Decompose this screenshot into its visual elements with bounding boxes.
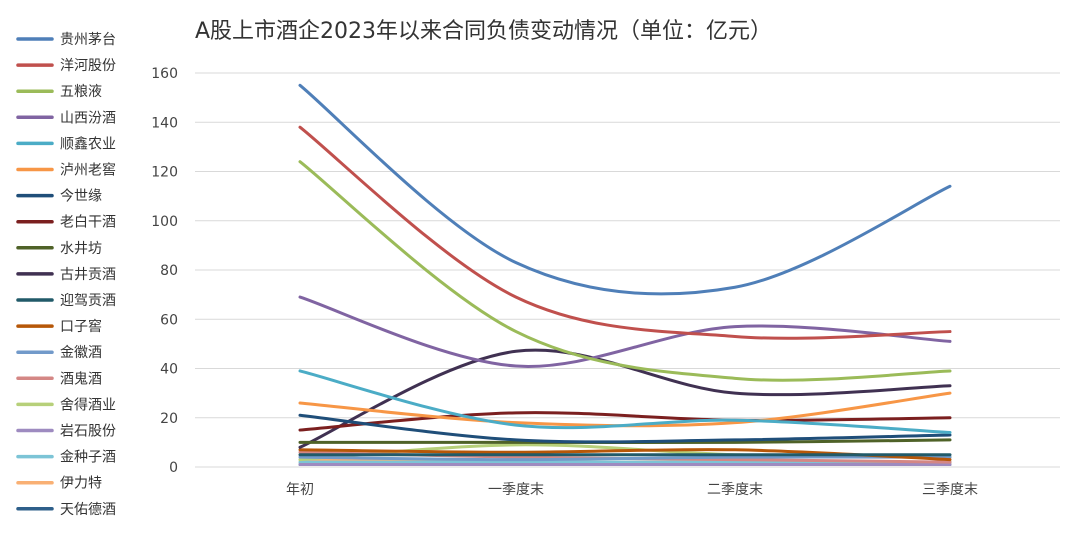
y-tick-label: 20 — [160, 411, 178, 427]
x-tick-label: 一季度末 — [488, 482, 544, 498]
legend-label: 洋河股份 — [60, 58, 116, 74]
legend-label: 舍得酒业 — [60, 396, 116, 413]
grid — [195, 72, 1060, 468]
series-line-12 — [298, 455, 952, 462]
legend-label: 岩石股份 — [60, 424, 116, 440]
series-line-1 — [298, 125, 952, 340]
legend-item: 舍得酒业 — [16, 396, 116, 413]
legend-item: 金徽酒 — [16, 345, 102, 361]
y-tick-label: 0 — [169, 460, 178, 476]
legend-item: 口子窖 — [16, 318, 102, 335]
series-line-6 — [298, 413, 952, 444]
series-line-2 — [298, 160, 952, 382]
legend-item: 金种子酒 — [16, 450, 116, 466]
legend-item: 山西汾酒 — [16, 110, 116, 126]
legend-label: 山西汾酒 — [60, 110, 116, 126]
series-line-7 — [298, 411, 952, 432]
series-line-0 — [298, 83, 952, 296]
y-tick-label: 40 — [160, 362, 178, 378]
legend-item: 贵州茅台 — [16, 32, 116, 48]
y-tick-label: 80 — [160, 263, 178, 279]
legend-item: 今世缘 — [16, 189, 102, 205]
x-tick-label: 年初 — [286, 481, 314, 498]
legend-label: 金种子酒 — [60, 450, 116, 466]
legend-label: 泸州老窖 — [60, 162, 116, 179]
series-line-3 — [298, 295, 952, 368]
legend-label: 老白干酒 — [60, 215, 116, 231]
y-tick-label: 100 — [151, 214, 178, 230]
legend-label: 五粮液 — [60, 84, 102, 100]
legend-item: 迎驾贡酒 — [16, 293, 116, 309]
y-tick-label: 120 — [151, 165, 178, 181]
legend-item: 古井贡酒 — [16, 267, 116, 283]
legend-label: 贵州茅台 — [60, 32, 116, 48]
legend-item: 水井坊 — [16, 241, 102, 257]
x-tick-label: 三季度末 — [922, 482, 978, 498]
legend-label: 水井坊 — [60, 241, 102, 257]
legend-item: 五粮液 — [16, 84, 102, 100]
legend-label: 金徽酒 — [60, 345, 102, 361]
y-tick-label: 140 — [151, 115, 178, 131]
legend-item: 天佑德酒 — [16, 502, 116, 518]
legend-item: 岩石股份 — [16, 424, 116, 440]
legend-label: 顺鑫农业 — [60, 135, 116, 152]
legend-item: 伊力特 — [16, 476, 102, 492]
legend: 贵州茅台洋河股份五粮液山西汾酒顺鑫农业泸州老窖今世缘老白干酒水井坊古井贡酒迎驾贡… — [16, 32, 116, 518]
series-line-4 — [298, 369, 952, 435]
x-axis-ticks: 年初 一季度末 二季度末 三季度末 — [286, 481, 978, 498]
legend-label: 迎驾贡酒 — [60, 293, 116, 309]
x-tick-label: 二季度末 — [707, 482, 763, 498]
legend-label: 口子窖 — [60, 318, 102, 335]
y-axis-ticks: 0 20 40 60 80 100 120 140 160 — [151, 66, 178, 476]
legend-item: 老白干酒 — [16, 215, 116, 231]
legend-item: 顺鑫农业 — [16, 135, 116, 152]
chart-title: A股上市酒企2023年以来合同负债变动情况（单位：亿元） — [195, 19, 772, 44]
legend-label: 今世缘 — [60, 189, 102, 205]
legend-item: 洋河股份 — [16, 58, 116, 74]
legend-label: 酒鬼酒 — [60, 371, 102, 387]
legend-label: 伊力特 — [60, 476, 102, 492]
legend-label: 古井贡酒 — [60, 267, 116, 283]
legend-label: 天佑德酒 — [60, 502, 116, 518]
y-tick-label: 60 — [160, 312, 178, 328]
y-tick-label: 160 — [151, 66, 178, 82]
legend-item: 酒鬼酒 — [16, 371, 102, 387]
legend-item: 泸州老窖 — [16, 162, 116, 179]
series-lines — [298, 83, 952, 467]
